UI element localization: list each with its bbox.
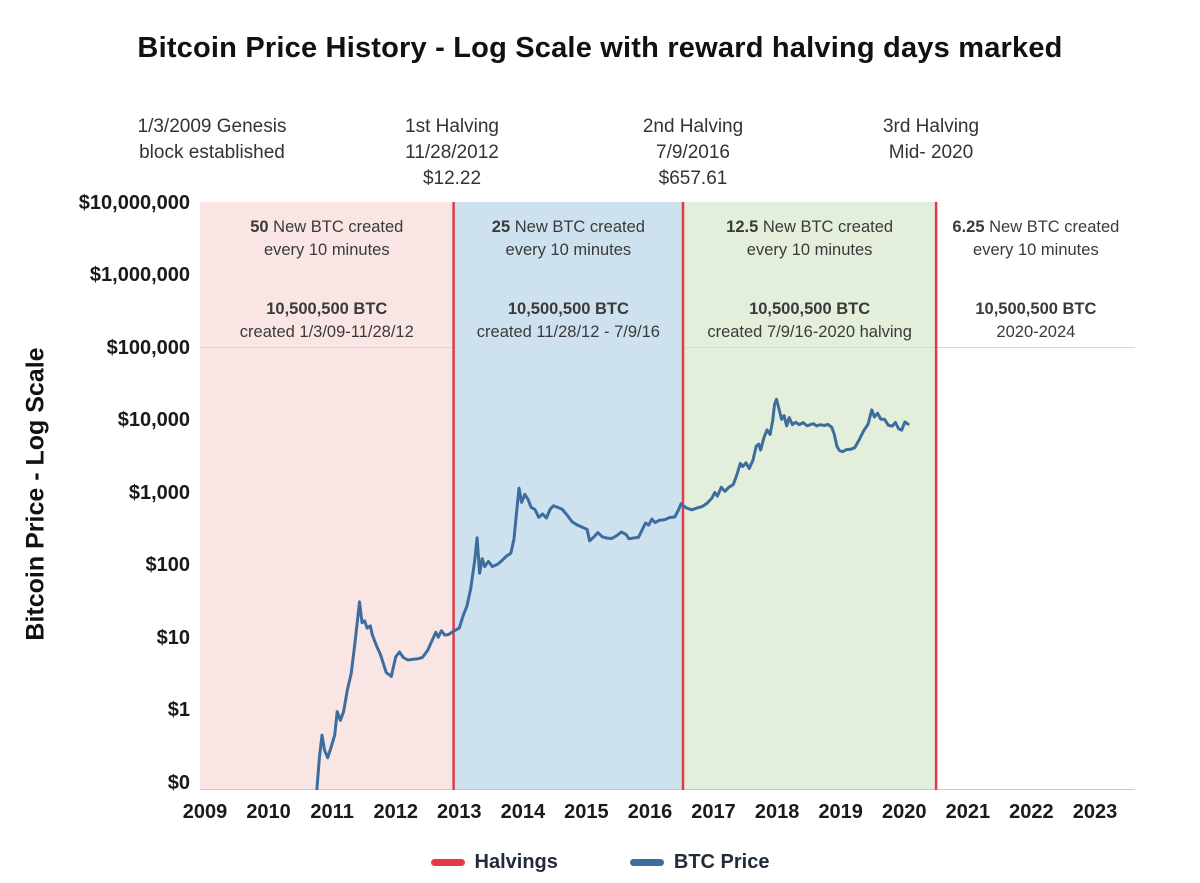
halving-period-band-2 (453, 202, 684, 790)
halvings-line-swatch-icon (430, 859, 465, 866)
legend-label-btc-price: BTC Price (673, 851, 770, 873)
y-tick-label: $100,000 (106, 336, 190, 359)
legend-item-halvings: Halvings (430, 851, 558, 874)
x-tick-label: 2012 (373, 801, 418, 823)
x-tick-label: 2013 (437, 801, 482, 823)
y-tick-label: $100 (145, 554, 191, 576)
region-1-supply-note: 50 New BTC created every 10 minutes (250, 218, 404, 260)
legend-label-halvings: Halvings (474, 851, 558, 873)
region-2-supply-note: 25 New BTC created every 10 minutes (491, 218, 645, 260)
annotation-genesis: 1/3/2009 Genesis block established (137, 116, 287, 163)
y-tick-label: $10 (156, 626, 190, 649)
halving-period-band-3 (683, 202, 936, 790)
annotation-first-halving: 1st Halving 11/28/2012 $12.22 (405, 116, 499, 189)
x-tick-label: 2009 (182, 801, 228, 823)
y-tick-label: $10,000,000 (78, 191, 190, 214)
x-tick-label: 2017 (691, 801, 736, 823)
x-tick-label: 2020 (882, 801, 927, 823)
x-tick-label: 2019 (818, 801, 863, 823)
x-tick-label: 2022 (1009, 801, 1054, 823)
region-4-total-note: 10,500,500 BTC 2020-2024 (975, 300, 1097, 342)
y-tick-label: $1,000 (128, 481, 190, 504)
page-title: Bitcoin Price History - Log Scale with r… (137, 32, 1063, 64)
x-tick-label: 2018 (754, 801, 800, 823)
halving-period-band-1 (200, 202, 454, 790)
x-tick-label: 2016 (627, 801, 673, 823)
chart-svg (200, 202, 1135, 790)
annotation-second-halving: 2nd Halving 7/9/2016 $657.61 (642, 116, 744, 189)
region-3-supply-note: 12.5 New BTC created every 10 minutes (726, 218, 894, 260)
y-tick-label: $1,000,000 (89, 264, 190, 286)
y-tick-label: $1 (167, 699, 190, 721)
annotation-third-halving: 3rd Halving Mid- 2020 (882, 116, 980, 163)
btc-price-line (315, 397, 910, 790)
btc-price-line-swatch-icon (629, 859, 664, 866)
region-4-supply-note: 6.25 New BTC created every 10 minutes (952, 218, 1120, 260)
region-1-total-note: 10,500,500 BTC created 1/3/09-11/28/12 (239, 300, 414, 342)
halving-period-band-4 (936, 202, 1135, 790)
y-tick-label: $0 (167, 771, 190, 794)
x-tick-label: 2021 (945, 801, 991, 823)
x-tick-label: 2011 (310, 801, 354, 823)
y-tick-label: $10,000 (117, 409, 190, 431)
legend-item-btc-price: BTC Price (629, 851, 770, 874)
x-tick-label: 2014 (500, 801, 546, 823)
x-tick-label: 2023 (1072, 801, 1118, 823)
plot-area: 50 New BTC created every 10 minutes 10,5… (200, 202, 1135, 790)
region-2-total-note: 10,500,500 BTC created 11/28/12 - 7/9/16 (476, 300, 660, 342)
x-tick-label: 2015 (564, 801, 609, 823)
x-tick-label: 2010 (246, 801, 291, 823)
legend: Halvings BTC Price (0, 851, 1200, 874)
region-3-total-note: 10,500,500 BTC created 7/9/16-2020 halvi… (707, 300, 912, 342)
